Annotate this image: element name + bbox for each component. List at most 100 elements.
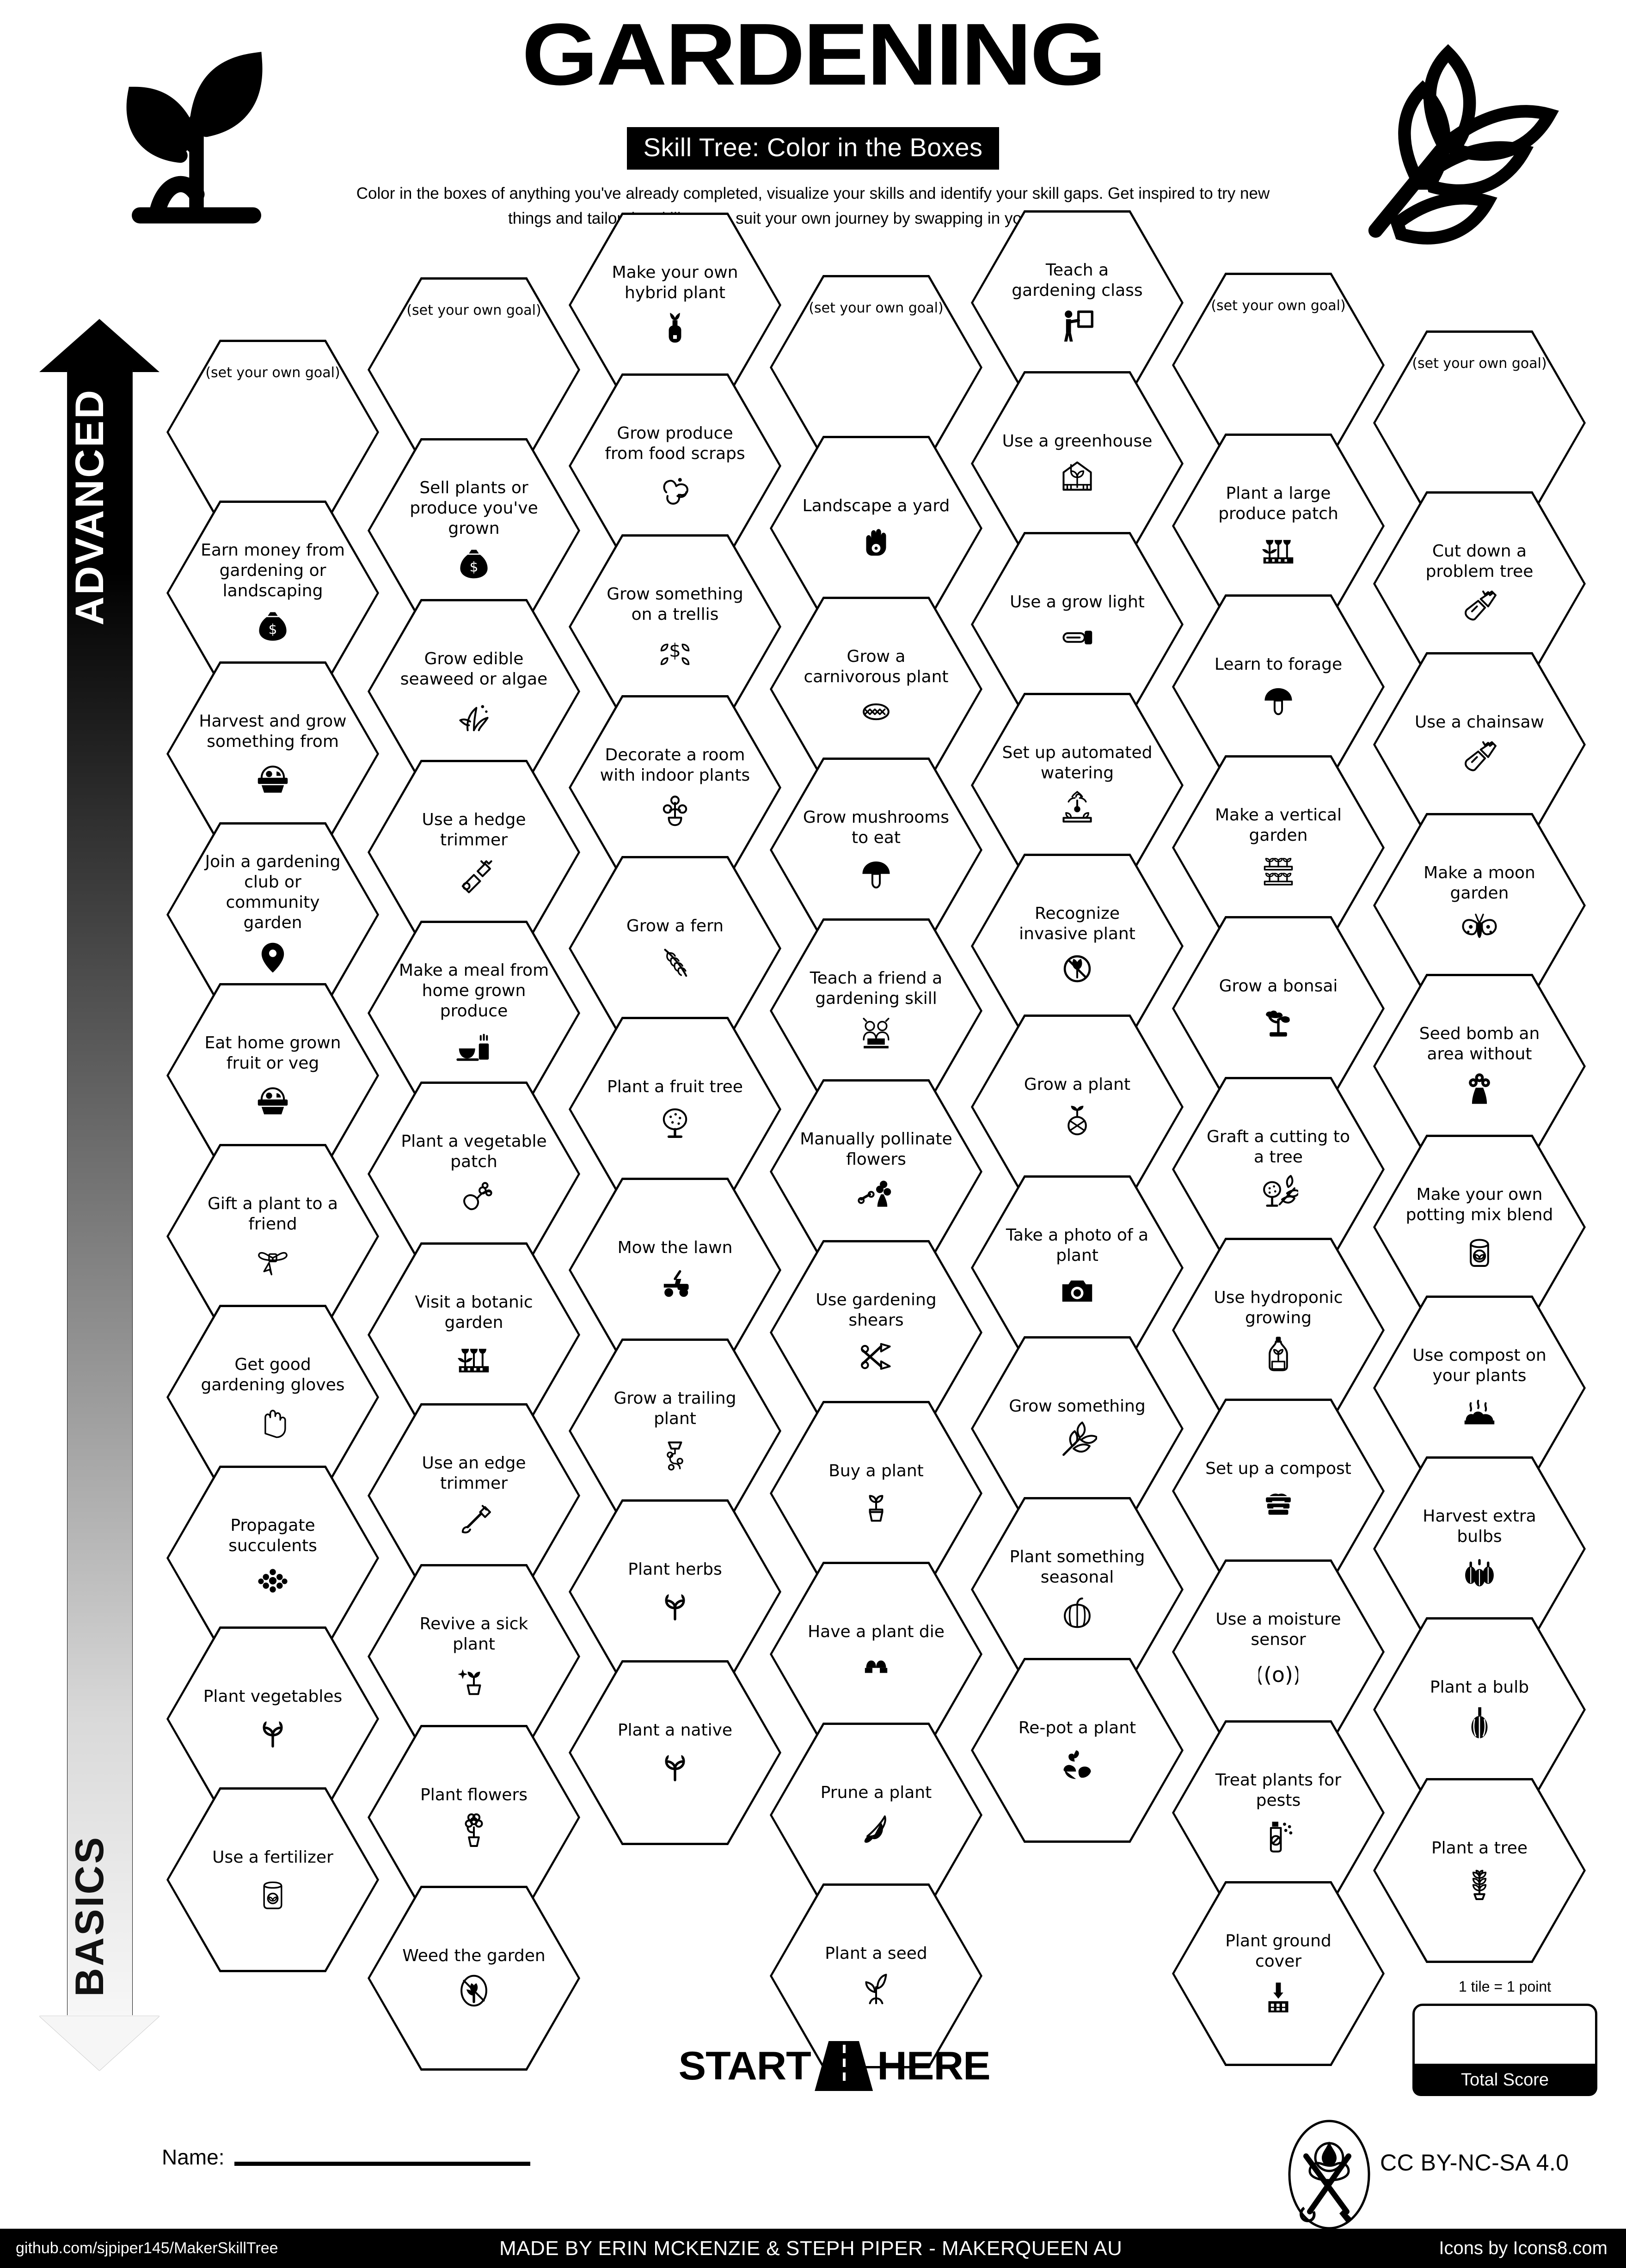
skill-tile[interactable]: Set up automated watering: [971, 693, 1184, 878]
skill-tile-placeholder[interactable]: (set your own goal): [770, 275, 982, 460]
hybrid-flask-icon: [655, 308, 695, 348]
skill-tile[interactable]: Make your own potting mix blend: [1373, 1135, 1586, 1320]
tile-content: Grow mushrooms to eat: [800, 807, 952, 893]
skill-tile[interactable]: Grow a bonsai: [1172, 916, 1385, 1101]
skill-tile[interactable]: Teach a gardening class: [971, 210, 1184, 395]
skill-tile-placeholder[interactable]: (set your own goal): [166, 340, 379, 525]
skill-tile[interactable]: Manually pollinate flowers: [770, 1079, 982, 1264]
skill-tile[interactable]: Set up a compost: [1172, 1399, 1385, 1583]
skill-tile[interactable]: Join a gardening club or community garde…: [166, 822, 379, 1007]
skill-tile[interactable]: Plant flowers: [368, 1725, 580, 1910]
skill-tile[interactable]: Use a chainsaw: [1373, 652, 1586, 837]
tile-content: Earn money from gardening or landscaping…: [196, 540, 349, 646]
skill-tile[interactable]: Use gardening shears: [770, 1240, 982, 1425]
skill-tile[interactable]: Make a meal from home grown produce: [368, 921, 580, 1106]
succulent-icon: [253, 1561, 293, 1601]
skill-tile[interactable]: Visit a botanic garden: [368, 1242, 580, 1427]
tile-content: Grow something: [1001, 1396, 1154, 1461]
total-score-box[interactable]: Total Score: [1412, 2004, 1597, 2096]
skill-tile[interactable]: Plant something seasonal: [971, 1497, 1184, 1682]
skill-tile[interactable]: Use a fertilizer: [166, 1787, 379, 1972]
hexagon-fill: [571, 858, 779, 1039]
tile-content: Prune a plant: [800, 1783, 952, 1847]
name-field[interactable]: Name:: [162, 2145, 531, 2170]
page-title: GARDENING: [522, 6, 1106, 104]
skill-tile-placeholder[interactable]: (set your own goal): [1172, 273, 1385, 458]
skill-tile[interactable]: Teach a friend a gardening skill: [770, 918, 982, 1103]
skill-tile[interactable]: Plant ground cover: [1172, 1881, 1385, 2066]
skill-tile[interactable]: Grow produce from food scraps: [569, 373, 781, 558]
skill-tile[interactable]: Plant a native: [569, 1660, 781, 1845]
skill-tile[interactable]: Earn money from gardening or landscaping…: [166, 501, 379, 685]
skill-tile[interactable]: Grow a carnivorous plant: [770, 597, 982, 782]
skill-tile[interactable]: Use compost on your plants: [1373, 1296, 1586, 1480]
fruit-basket-icon: [253, 1078, 293, 1118]
skill-tile-placeholder[interactable]: (set your own goal): [1373, 330, 1586, 515]
skill-tile[interactable]: Harvest and grow something from: [166, 661, 379, 846]
skill-tile[interactable]: Re-pot a plant: [971, 1658, 1184, 1843]
skill-tile[interactable]: Buy a plant: [770, 1401, 982, 1586]
skill-tile[interactable]: Use hydroponic growing: [1172, 1238, 1385, 1423]
no-weed-icon: [454, 1971, 494, 2011]
name-input-rule[interactable]: [234, 2162, 531, 2166]
skill-tile[interactable]: Plant a large produce patch: [1172, 434, 1385, 618]
skill-tile[interactable]: Treat plants for pests: [1172, 1720, 1385, 1905]
skill-tile[interactable]: Plant a seed: [770, 1883, 982, 2068]
fern-icon: [655, 941, 695, 981]
skill-tile[interactable]: Plant a vegetable patch: [368, 1082, 580, 1266]
skill-tile[interactable]: Propagate succulents: [166, 1466, 379, 1651]
skill-tile[interactable]: Grow a plant: [971, 1015, 1184, 1199]
skill-tile[interactable]: Learn to forage: [1172, 594, 1385, 779]
leaf-branch-icon: [1057, 1421, 1097, 1461]
skill-tile[interactable]: Decorate a room with indoor plants: [569, 695, 781, 880]
skill-tile[interactable]: Graft a cutting to a tree: [1172, 1077, 1385, 1262]
skill-tile[interactable]: Cut down a problem tree: [1373, 491, 1586, 676]
skill-tile[interactable]: Revive a sick plant: [368, 1564, 580, 1749]
skill-tile[interactable]: Plant a bulb: [1373, 1617, 1586, 1802]
skill-tile[interactable]: Plant herbs: [569, 1499, 781, 1684]
skill-tile[interactable]: Take a photo of a plant: [971, 1175, 1184, 1360]
skill-tile[interactable]: Landscape a yard: [770, 436, 982, 621]
skill-tile[interactable]: Grow a fern: [569, 856, 781, 1041]
tile-content: Harvest and grow something from: [196, 711, 349, 796]
skill-tile[interactable]: Mow the lawn: [569, 1178, 781, 1363]
skill-tile[interactable]: Weed the garden: [368, 1886, 580, 2071]
skill-tile[interactable]: Grow mushrooms to eat: [770, 758, 982, 942]
tile-label: (set your own goal): [809, 300, 944, 316]
footer-icons-credit[interactable]: Icons by Icons8.com: [1439, 2238, 1608, 2258]
skill-tile[interactable]: Grow something on a trellis $: [569, 534, 781, 719]
skill-tile[interactable]: Harvest extra bulbs: [1373, 1456, 1586, 1641]
skill-tile[interactable]: Recognize invasive plant: [971, 854, 1184, 1039]
skill-tile[interactable]: Make your own hybrid plant: [569, 213, 781, 397]
flower-bed-icon: [1258, 529, 1298, 569]
skill-tile[interactable]: Plant vegetables: [166, 1626, 379, 1811]
skill-tile[interactable]: Grow something: [971, 1336, 1184, 1521]
skill-tile[interactable]: Get good gardening gloves: [166, 1305, 379, 1490]
skill-tile[interactable]: Seed bomb an area without: [1373, 974, 1586, 1159]
hexagon-fill: [973, 1178, 1181, 1358]
skill-tile[interactable]: Grow a trailing plant: [569, 1339, 781, 1523]
skill-tile[interactable]: Use a greenhouse: [971, 371, 1184, 556]
skill-tile[interactable]: Use a moisture sensor ((o)): [1172, 1559, 1385, 1744]
skill-tile[interactable]: Plant a tree: [1373, 1778, 1586, 1963]
skill-tile[interactable]: Eat home grown fruit or veg: [166, 983, 379, 1168]
skill-tile[interactable]: Use a hedge trimmer: [368, 760, 580, 945]
skill-tile[interactable]: Use an edge trimmer: [368, 1403, 580, 1588]
skill-tile[interactable]: Plant a fruit tree: [569, 1017, 781, 1202]
tree-pot-icon: [1460, 1863, 1499, 1903]
tile-content: Plant a fruit tree: [599, 1077, 751, 1142]
skill-tile-placeholder[interactable]: (set your own goal): [368, 277, 580, 462]
tile-content: Graft a cutting to a tree: [1202, 1127, 1355, 1212]
skill-tile[interactable]: Use a grow light: [971, 532, 1184, 717]
skill-tile[interactable]: Sell plants or produce you've grown $: [368, 438, 580, 623]
skill-tile[interactable]: Make a vertical garden: [1172, 755, 1385, 940]
skill-tile[interactable]: Have a plant die: [770, 1562, 982, 1747]
tile-label: Make a meal from home grown produce: [399, 961, 549, 1021]
skill-tile[interactable]: Make a moon garden: [1373, 813, 1586, 998]
footer-repo-link[interactable]: github.com/sjpiper145/MakerSkillTree: [16, 2239, 278, 2257]
tile-content: Plant a native: [599, 1720, 751, 1785]
skill-tile[interactable]: Grow edible seaweed or algae: [368, 599, 580, 784]
skill-tile[interactable]: Gift a plant to a friend: [166, 1144, 379, 1329]
skill-tile[interactable]: Prune a plant: [770, 1723, 982, 1907]
mushroom-icon: [1258, 679, 1298, 719]
